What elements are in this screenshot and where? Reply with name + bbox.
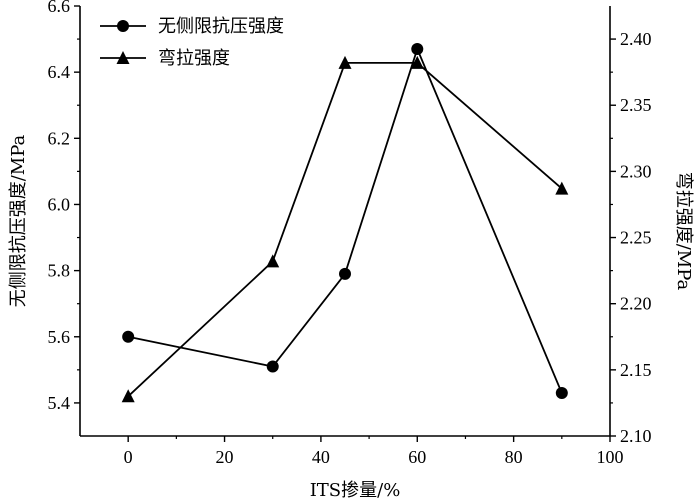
y-left-axis-title: 无侧限抗压强度/MPa	[8, 134, 29, 307]
x-tick-label: 60	[408, 447, 426, 467]
series-1-point	[122, 330, 135, 343]
x-tick-label: 80	[505, 447, 523, 467]
series-2-point	[338, 55, 352, 69]
y-left-tick-label: 5.8	[48, 261, 71, 281]
series-1-point	[411, 43, 424, 55]
series-2-point	[555, 181, 569, 195]
series-2-point	[266, 254, 280, 268]
y-left-tick-label: 6.2	[48, 128, 71, 148]
legend-marker-2	[116, 51, 130, 64]
series-2-point	[410, 55, 424, 69]
series-line-1	[128, 46, 563, 394]
series-1-point	[555, 387, 568, 399]
x-tick-label: 20	[216, 447, 234, 467]
y-right-tick-label: 2.25	[620, 228, 652, 248]
series-2-point	[121, 389, 135, 403]
legend-marker-1	[117, 20, 129, 32]
x-tick-label: 100	[597, 447, 624, 467]
y-right-tick-label: 2.20	[620, 294, 652, 314]
y-left-tick-label: 6.0	[48, 194, 71, 214]
x-tick-label: 0	[124, 447, 133, 467]
y-right-tick-label: 2.10	[620, 426, 652, 446]
markers-layer	[121, 43, 569, 403]
series-1-point	[266, 360, 279, 373]
x-tick-label: 40	[312, 447, 330, 467]
y-right-tick-label: 2.35	[620, 95, 652, 115]
lines-layer	[127, 46, 563, 397]
y-right-tick-label: 2.30	[620, 161, 652, 181]
y-left-tick-label: 6.6	[48, 0, 71, 16]
y-right-tick-label: 2.15	[620, 360, 652, 380]
series-1-point	[339, 267, 351, 280]
y-left-tick-label: 6.4	[48, 62, 71, 82]
axes-layer: 0 20 40 60 80 100 5.4 5.6 5.8 6.0 6.2 6.4 6.6 2.10 2.1…	[48, 0, 652, 467]
legend-label-1: 无侧限抗压强度	[158, 16, 284, 37]
series-line-2	[127, 62, 563, 397]
legend-label-2: 弯拉强度	[158, 48, 230, 69]
x-axis-title: ITS掺量/%	[310, 480, 401, 501]
y-left-tick-label: 5.6	[48, 327, 71, 347]
y-right-axis-title: 弯拉强度/MPa	[673, 172, 694, 291]
y-left-tick-label: 5.4	[48, 393, 71, 413]
y-right-tick-label: 2.40	[620, 29, 652, 49]
